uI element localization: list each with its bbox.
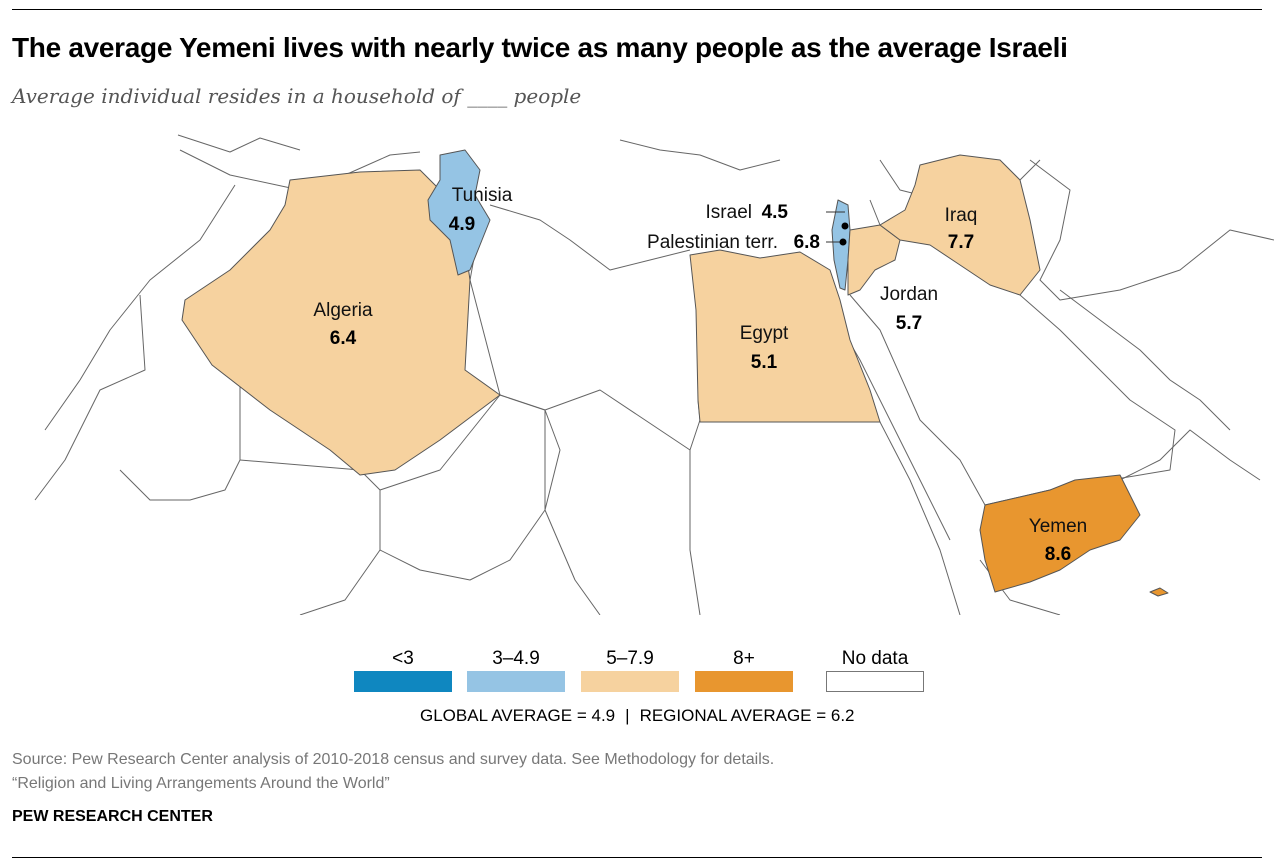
legend-item-5-7-9: 5–7.9 [580,647,680,692]
tunisia-value: 4.9 [449,214,475,235]
source-note: Source: Pew Research Center analysis of … [12,748,774,796]
report-title: “Religion and Living Arrangements Around… [12,775,390,792]
bottom-rule [12,857,1262,858]
chart-subtitle: Average individual resides in a househol… [12,84,582,108]
chad-border [544,410,601,615]
choropleth-map: Tunisia 4.9 Algeria 6.4 Egypt 5.1 Israel… [0,130,1274,615]
iraq-value: 7.7 [948,232,974,253]
sudan-border [689,450,701,615]
legend-label: No data [841,648,909,669]
iran-border [1029,159,1274,301]
legend-item-no-data: No data [825,647,925,692]
israel-label: Israel [706,202,752,223]
algeria-value: 6.4 [330,328,357,349]
legend-swatch [826,671,924,692]
averages-separator: | [625,706,630,725]
palestinian-label: Palestinian terr. [647,232,778,253]
chart-title: The average Yemeni lives with nearly twi… [12,32,1068,63]
sudan-east [700,421,961,615]
averages-line: GLOBAL AVERAGE = 4.9 | REGIONAL AVERAGE = … [420,706,855,726]
palestinian-dot [839,238,847,246]
israel-value: 4.5 [762,202,789,223]
israel-dot [841,222,849,230]
jordan-label: Jordan [880,284,938,305]
legend-label: 8+ [733,648,755,669]
regional-average: REGIONAL AVERAGE = 6.2 [639,706,855,725]
yemen-label: Yemen [1029,516,1087,537]
legend-label: <3 [392,648,414,669]
libya-coast [489,204,691,271]
morocco-border [44,184,236,431]
oman-border [1119,429,1261,481]
mauritania-border [119,364,241,501]
gulf-coast [1059,289,1231,431]
coastline-iberia [177,134,301,153]
yemen-value: 8.6 [1045,544,1071,565]
legend-label: 5–7.9 [606,648,654,669]
niger-border [379,394,561,581]
greece-islands [619,139,781,171]
jordan-value: 5.7 [896,313,922,334]
legend-swatch [354,671,452,692]
iraq-shape [879,154,1041,296]
source-text: Source: Pew Research Center analysis of … [12,751,775,768]
egypt-value: 5.1 [751,352,778,373]
iraq-label: Iraq [945,205,978,226]
algeria-label: Algeria [313,300,373,321]
legend-swatch [467,671,565,692]
western-sahara-border [34,294,146,501]
legend-item-lt3: <3 [353,647,453,692]
legend-item-3-4-9: 3–4.9 [466,647,566,692]
yemen-shape [979,474,1141,593]
mali-border [239,459,381,615]
top-rule [12,9,1262,10]
socotra-shape [1149,587,1169,597]
legend-item-8plus: 8+ [694,647,794,692]
israel-shape [831,199,851,291]
brand-logo-text: PEW RESEARCH CENTER [12,808,213,825]
palestinian-value: 6.8 [794,232,820,253]
tunisia-label: Tunisia [452,185,513,206]
global-average: GLOBAL AVERAGE = 4.9 [420,706,616,725]
libya-border [464,169,701,451]
legend-swatch [581,671,679,692]
egypt-label: Egypt [740,323,789,344]
legend-swatch [695,671,793,692]
legend-label: 3–4.9 [492,648,540,669]
tunisia-shape [427,149,491,276]
egypt-shape [689,249,881,423]
